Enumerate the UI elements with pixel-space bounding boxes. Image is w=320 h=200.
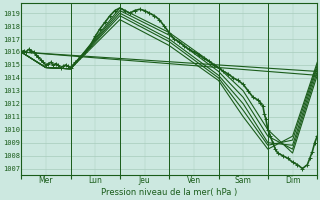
X-axis label: Pression niveau de la mer( hPa ): Pression niveau de la mer( hPa ) xyxy=(101,188,237,197)
